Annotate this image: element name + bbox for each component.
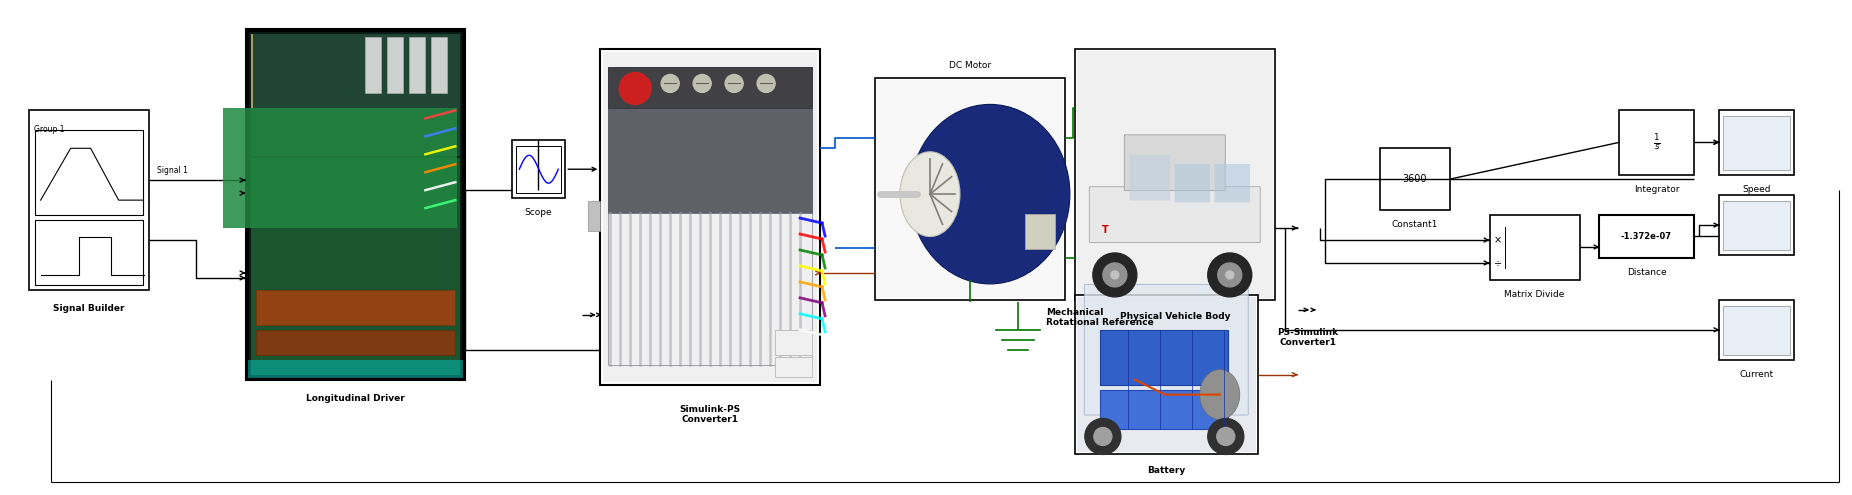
Bar <box>607 66 811 213</box>
Bar <box>28 110 148 290</box>
Bar <box>1489 215 1580 280</box>
Bar <box>35 220 143 285</box>
FancyBboxPatch shape <box>1089 187 1259 243</box>
Bar <box>1724 116 1791 170</box>
Circle shape <box>726 74 743 93</box>
Circle shape <box>1208 253 1252 297</box>
Bar <box>607 213 811 365</box>
Text: Signal Builder: Signal Builder <box>54 304 124 313</box>
Bar <box>1024 214 1056 249</box>
Bar <box>1074 295 1258 454</box>
Bar <box>409 37 426 94</box>
Bar <box>1724 201 1791 250</box>
Circle shape <box>1093 253 1137 297</box>
Bar <box>600 49 820 385</box>
Bar <box>1724 306 1791 355</box>
Bar <box>607 66 811 108</box>
Text: Integrator: Integrator <box>1633 185 1680 194</box>
Text: Distance: Distance <box>1626 268 1667 277</box>
Text: Signal 1: Signal 1 <box>157 166 187 175</box>
Text: -1.372e-07: -1.372e-07 <box>1620 232 1672 241</box>
Bar <box>776 330 811 355</box>
Ellipse shape <box>900 152 959 237</box>
Text: Speed: Speed <box>1743 185 1771 194</box>
Text: Battery: Battery <box>1146 466 1185 475</box>
Circle shape <box>1104 263 1126 287</box>
Bar <box>776 357 811 377</box>
Text: PS-Simulink
Converter1: PS-Simulink Converter1 <box>1278 328 1339 347</box>
Bar <box>589 201 600 231</box>
Text: Matrix Divide: Matrix Divide <box>1504 290 1565 299</box>
Circle shape <box>1219 263 1241 287</box>
Circle shape <box>1226 271 1233 279</box>
Bar <box>1719 300 1795 360</box>
Bar <box>387 37 404 94</box>
Bar <box>1600 215 1695 258</box>
Bar <box>250 34 461 156</box>
Circle shape <box>1208 418 1245 454</box>
Bar <box>256 330 456 355</box>
Bar <box>1100 390 1228 430</box>
Text: Constant1: Constant1 <box>1391 220 1437 229</box>
Text: $\frac{1}{s}$: $\frac{1}{s}$ <box>1652 132 1659 152</box>
Bar <box>1619 110 1695 175</box>
Bar <box>1719 110 1795 175</box>
Circle shape <box>1217 428 1235 446</box>
Bar <box>248 360 463 378</box>
Bar <box>256 290 456 325</box>
Bar <box>1719 195 1795 255</box>
Text: Scope: Scope <box>524 208 552 217</box>
Bar <box>604 51 817 382</box>
FancyBboxPatch shape <box>1085 285 1248 415</box>
Text: DC Motor: DC Motor <box>948 61 991 70</box>
Text: ÷: ÷ <box>1493 258 1502 268</box>
Bar <box>250 34 252 108</box>
Text: Group 1: Group 1 <box>33 125 65 134</box>
Text: Physical Vehicle Body: Physical Vehicle Body <box>1120 312 1230 321</box>
Bar <box>1076 50 1272 298</box>
Bar <box>1100 330 1228 385</box>
Bar <box>874 79 1065 300</box>
Ellipse shape <box>909 104 1070 284</box>
Text: 3600: 3600 <box>1402 174 1426 184</box>
Circle shape <box>757 74 776 93</box>
Text: Current: Current <box>1739 370 1774 379</box>
Bar <box>432 37 448 94</box>
Text: Longitudinal Driver: Longitudinal Driver <box>306 394 406 402</box>
FancyBboxPatch shape <box>1174 164 1209 202</box>
Bar <box>250 158 461 375</box>
Bar <box>1076 297 1256 452</box>
Circle shape <box>619 72 652 104</box>
Circle shape <box>1111 271 1119 279</box>
Bar <box>248 32 463 377</box>
FancyBboxPatch shape <box>1215 164 1250 202</box>
FancyBboxPatch shape <box>1124 135 1226 191</box>
Circle shape <box>693 74 711 93</box>
Circle shape <box>1095 428 1111 446</box>
Text: Simulink-PS
Converter1: Simulink-PS Converter1 <box>680 404 741 424</box>
Bar <box>1380 148 1450 210</box>
Circle shape <box>661 74 680 93</box>
Bar <box>513 140 565 198</box>
Bar <box>35 130 143 215</box>
Bar <box>246 29 465 380</box>
Ellipse shape <box>1200 370 1239 420</box>
Text: Mechanical
Rotational Reference: Mechanical Rotational Reference <box>1046 308 1154 327</box>
Circle shape <box>1085 418 1120 454</box>
Text: T: T <box>1102 225 1107 235</box>
Bar <box>222 108 457 228</box>
Bar <box>365 37 382 94</box>
Text: ×: × <box>1493 235 1502 245</box>
Bar <box>878 81 1063 298</box>
FancyBboxPatch shape <box>1130 155 1170 200</box>
Bar <box>517 147 561 193</box>
Bar <box>1074 49 1274 300</box>
